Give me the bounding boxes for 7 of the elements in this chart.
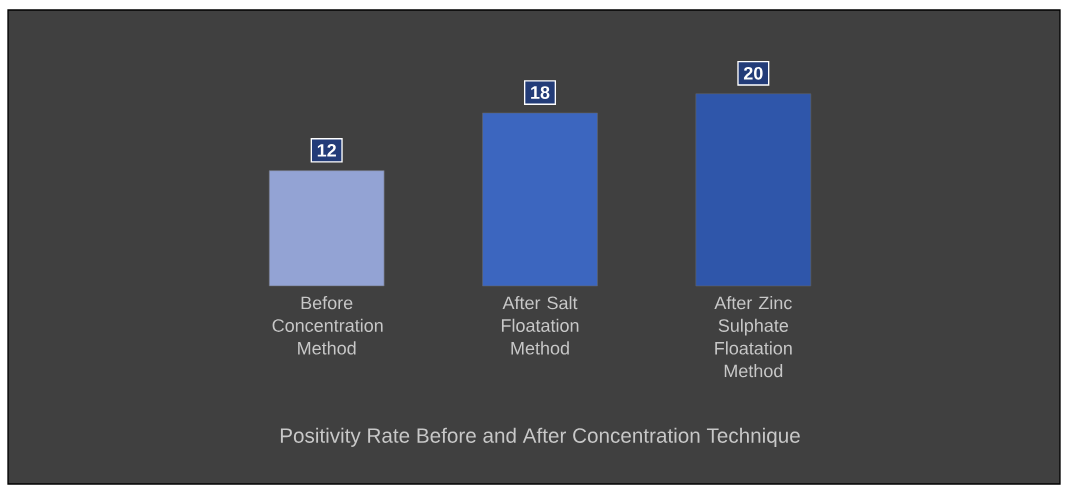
data-label: 12 bbox=[317, 144, 336, 157]
data-label: 18 bbox=[531, 86, 550, 99]
x-tick-label: After Zinc Sulphate Floatation Method bbox=[714, 296, 792, 378]
x-tick-label: After Salt Floatation Method bbox=[501, 296, 579, 355]
data-label: 20 bbox=[743, 66, 763, 80]
text: Positivity Rate Before and After Concentration Technique bbox=[280, 427, 800, 447]
x-tick-label: Before Concentration Method bbox=[272, 296, 383, 355]
